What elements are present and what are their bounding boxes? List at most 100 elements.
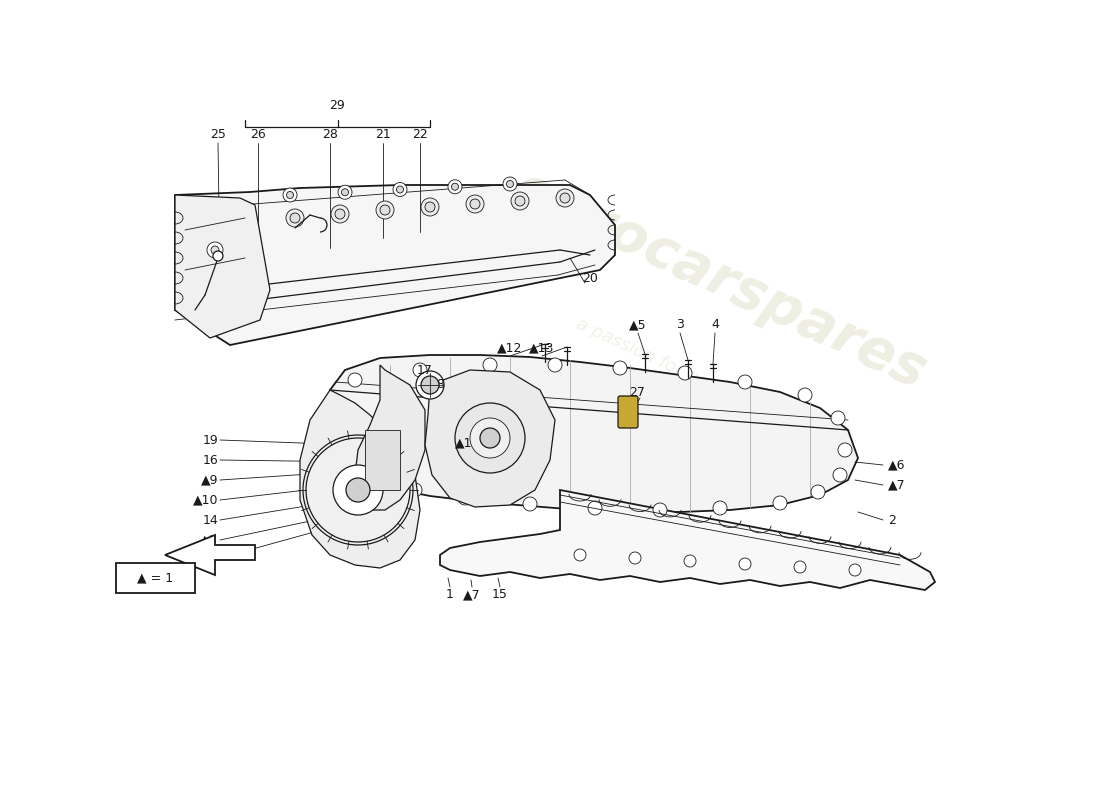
Circle shape [811,485,825,499]
FancyBboxPatch shape [618,396,638,428]
Text: ▲6: ▲6 [200,551,218,565]
Circle shape [833,468,847,482]
Circle shape [338,186,352,199]
Text: 20: 20 [582,271,598,285]
Polygon shape [328,355,858,512]
Circle shape [574,549,586,561]
Text: 18: 18 [430,378,446,390]
Text: 14: 14 [202,514,218,526]
Circle shape [512,192,529,210]
Text: 19: 19 [202,434,218,446]
Polygon shape [165,535,255,575]
Circle shape [286,209,304,227]
Text: 16: 16 [202,454,218,466]
Text: 25: 25 [210,129,225,142]
Circle shape [376,201,394,219]
Polygon shape [425,370,556,507]
Text: eurocarspares: eurocarspares [505,161,935,399]
Circle shape [483,358,497,372]
Circle shape [341,189,349,196]
Circle shape [343,451,358,465]
Circle shape [207,242,223,258]
Circle shape [506,181,514,187]
Text: 1: 1 [447,589,454,602]
Circle shape [548,358,562,372]
Circle shape [503,177,517,191]
Circle shape [515,196,525,206]
Text: ▲10: ▲10 [192,494,218,506]
Circle shape [448,180,462,194]
Circle shape [331,205,349,223]
Circle shape [333,465,383,515]
Text: ▲13: ▲13 [529,342,554,354]
Polygon shape [175,185,615,345]
Circle shape [451,183,459,190]
Text: 4: 4 [711,318,719,331]
Circle shape [412,363,427,377]
Text: 21: 21 [375,129,390,142]
Circle shape [408,483,422,497]
Circle shape [466,195,484,213]
Circle shape [773,496,786,510]
Circle shape [421,198,439,216]
Circle shape [738,375,752,389]
Text: 3: 3 [676,318,684,331]
Circle shape [588,501,602,515]
Text: 28: 28 [322,129,338,142]
Circle shape [421,376,439,394]
Circle shape [346,478,370,502]
Circle shape [379,205,390,215]
Text: ▲7: ▲7 [888,478,905,491]
FancyBboxPatch shape [116,563,195,593]
Circle shape [302,435,412,545]
Circle shape [283,188,297,202]
Polygon shape [365,430,400,490]
Text: 17: 17 [417,363,433,377]
Circle shape [286,191,294,198]
Circle shape [425,202,435,212]
Circle shape [794,561,806,573]
Text: ▲7: ▲7 [463,589,481,602]
Circle shape [211,246,219,254]
Circle shape [336,209,345,219]
Text: 22: 22 [412,129,428,142]
Text: ▲6: ▲6 [888,458,905,471]
Text: 29: 29 [330,99,345,112]
Text: 2: 2 [888,514,895,526]
Circle shape [684,555,696,567]
Circle shape [348,373,362,387]
Polygon shape [175,195,270,338]
Polygon shape [355,365,425,510]
Circle shape [480,428,501,448]
Circle shape [713,501,727,515]
Text: ▲9: ▲9 [200,474,218,486]
Circle shape [290,213,300,223]
Circle shape [830,411,845,425]
Text: ▲11: ▲11 [455,437,481,450]
Text: 27: 27 [629,386,645,398]
Text: ▲ = 1: ▲ = 1 [136,571,173,585]
Circle shape [373,471,387,485]
Text: 26: 26 [250,129,266,142]
Circle shape [396,186,404,193]
Circle shape [560,193,570,203]
Circle shape [213,251,223,261]
Circle shape [416,371,444,399]
Circle shape [470,199,480,209]
Text: ▲5: ▲5 [629,318,647,331]
Circle shape [678,366,692,380]
Circle shape [458,491,472,505]
Polygon shape [300,390,420,568]
Text: a passion for parts since 1985: a passion for parts since 1985 [573,314,827,446]
Circle shape [629,552,641,564]
Circle shape [838,443,853,457]
Circle shape [393,182,407,197]
Polygon shape [440,490,935,590]
Circle shape [455,403,525,473]
Text: ▲12: ▲12 [497,342,522,354]
Circle shape [613,361,627,375]
Text: 15: 15 [492,589,508,602]
Circle shape [522,497,537,511]
Circle shape [739,558,751,570]
Circle shape [798,388,812,402]
